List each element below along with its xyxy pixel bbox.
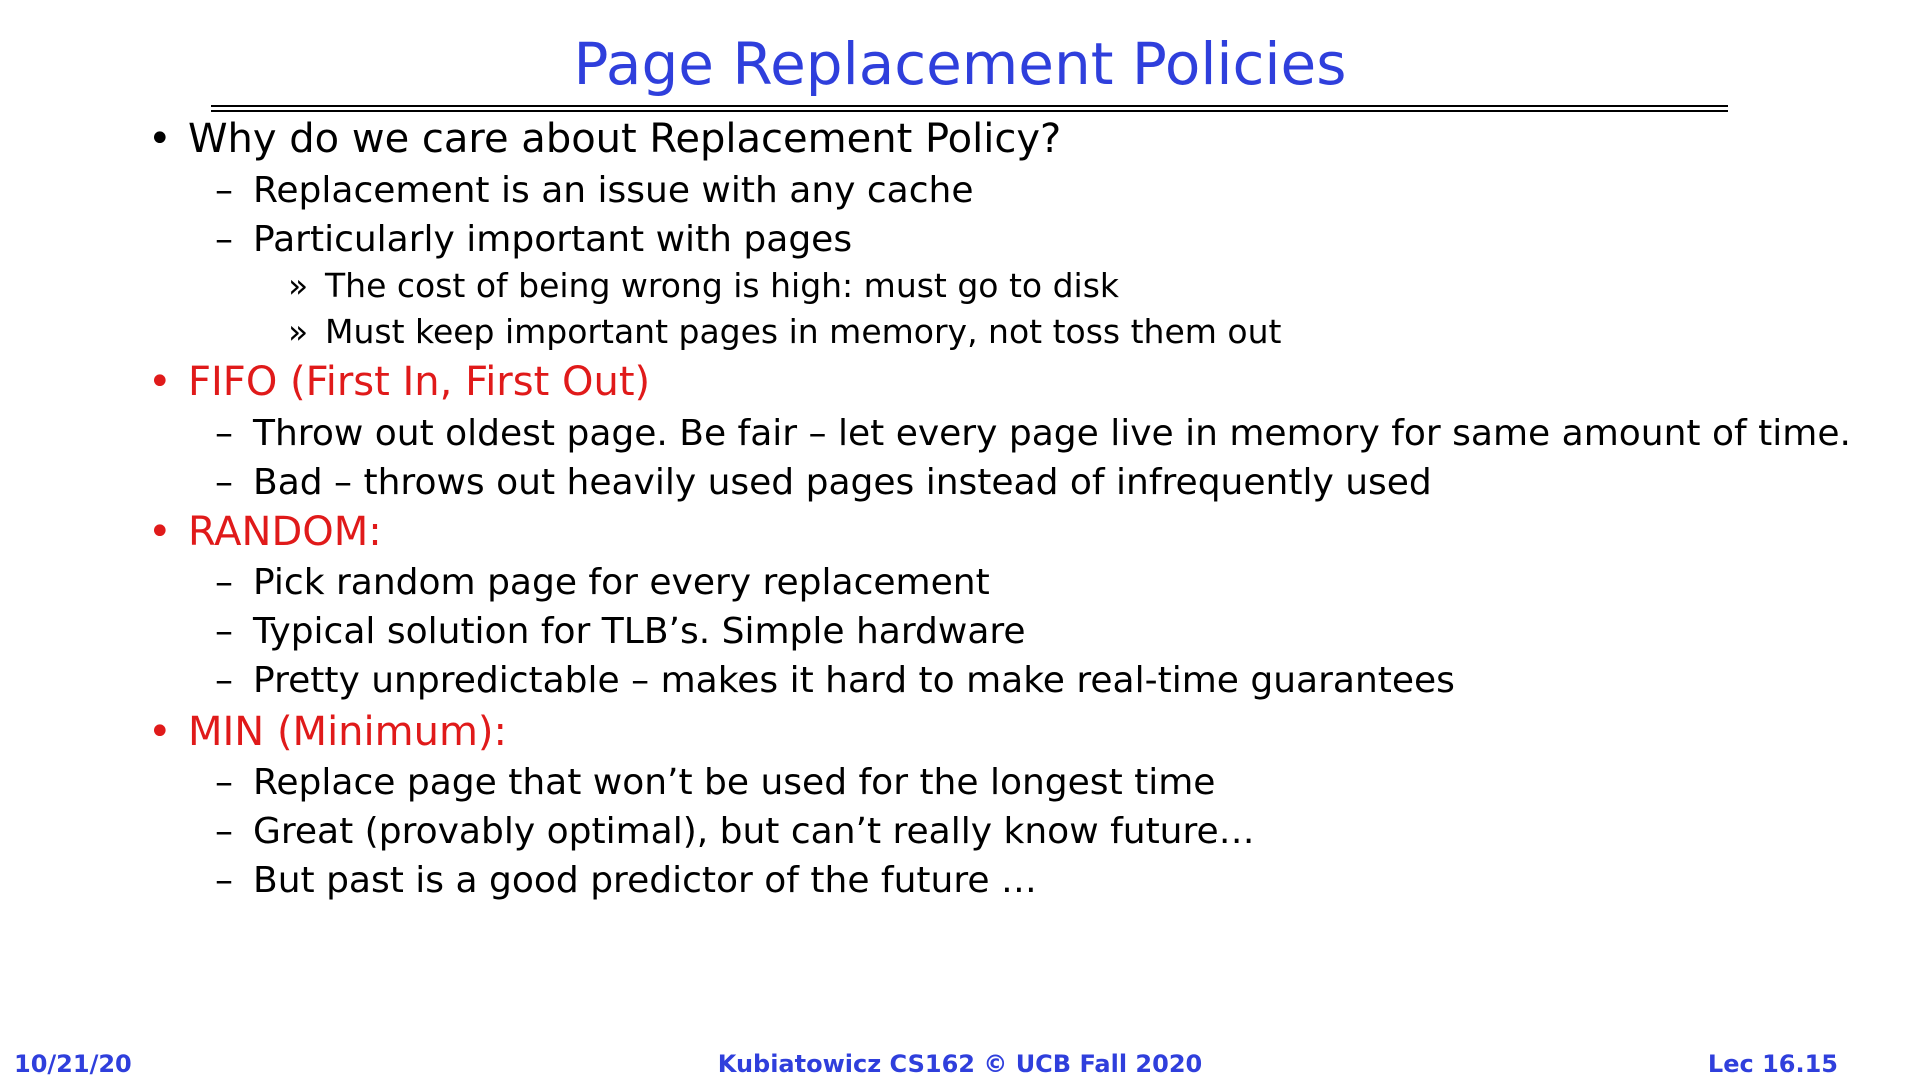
sub-sub-bullet-text: Must keep important pages in memory, not… — [325, 312, 1282, 351]
dash-marker: – — [215, 562, 233, 603]
sub-bullet-text: Pretty unpredictable – makes it hard to … — [253, 660, 1455, 701]
bullet-item-fifo: • FIFO (First In, First Out) — [148, 357, 650, 407]
bullet-item-min: • MIN (Minimum): — [148, 707, 507, 757]
sub-bullet-item: – Pretty unpredictable – makes it hard to… — [215, 658, 1455, 704]
sub-bullet-text: Typical solution for TLB’s. Simple hardw… — [253, 611, 1026, 652]
bullet-marker: • — [148, 359, 172, 405]
sub-sub-bullet-item: » Must keep important pages in memory, no… — [288, 310, 1281, 354]
dash-marker: – — [215, 462, 233, 503]
footer-date: 10/21/20 — [14, 1050, 132, 1078]
footer-lecture-number: Lec 16.15 — [1707, 1050, 1838, 1078]
sub-bullet-text: Replace page that won’t be used for the … — [253, 762, 1216, 803]
sub-bullet-item: – Pick random page for every replacement — [215, 560, 990, 606]
dash-marker: – — [215, 762, 233, 803]
bullet-text: RANDOM: — [188, 509, 382, 555]
sub-bullet-text: Great (provably optimal), but can’t real… — [253, 811, 1255, 852]
bullet-item-random: • RANDOM: — [148, 507, 382, 557]
bullet-text: FIFO (First In, First Out) — [188, 359, 651, 405]
sub-bullet-text: Throw out oldest page. Be fair – let eve… — [253, 413, 1851, 454]
dash-marker: – — [215, 413, 233, 454]
title-divider — [211, 105, 1728, 112]
sub-bullet-text: Pick random page for every replacement — [253, 562, 990, 603]
sub-bullet-text: Bad – throws out heavily used pages inst… — [253, 462, 1432, 503]
bullet-text: MIN (Minimum): — [188, 709, 508, 755]
dash-marker: – — [215, 811, 233, 852]
sub-bullet-text: Replacement is an issue with any cache — [253, 170, 974, 211]
bullet-marker: • — [148, 709, 172, 755]
bullet-item: • Why do we care about Replacement Policy… — [148, 114, 1061, 164]
sub-bullet-item: – Great (provably optimal), but can’t rea… — [215, 809, 1255, 855]
sub-sub-bullet-text: The cost of being wrong is high: must go… — [325, 266, 1120, 305]
footer-course: Kubiatowicz CS162 © UCB Fall 2020 — [717, 1050, 1203, 1078]
sub-bullet-text: But past is a good predictor of the futu… — [253, 860, 1037, 901]
bullet-marker: • — [148, 509, 172, 555]
chevron-marker: » — [288, 266, 309, 305]
dash-marker: – — [215, 170, 233, 211]
slide-title: Page Replacement Policies — [573, 30, 1347, 98]
dash-marker: – — [215, 219, 233, 260]
sub-bullet-item: – Replacement is an issue with any cache — [215, 168, 974, 214]
sub-bullet-item: – Throw out oldest page. Be fair – let ev… — [215, 411, 1851, 457]
sub-bullet-item: – Typical solution for TLB’s. Simple hard… — [215, 609, 1026, 655]
chevron-marker: » — [288, 312, 309, 351]
dash-marker: – — [215, 660, 233, 701]
sub-bullet-item: – Replace page that won’t be used for the… — [215, 760, 1215, 806]
sub-bullet-item: – Particularly important with pages — [215, 217, 852, 263]
bullet-marker: • — [148, 116, 172, 162]
sub-bullet-item: – But past is a good predictor of the fut… — [215, 858, 1037, 904]
sub-bullet-item: – Bad – throws out heavily used pages ins… — [215, 460, 1432, 506]
bullet-text: Why do we care about Replacement Policy? — [188, 116, 1062, 162]
sub-sub-bullet-item: » The cost of being wrong is high: must g… — [288, 264, 1119, 308]
sub-bullet-text: Particularly important with pages — [253, 219, 853, 260]
dash-marker: – — [215, 611, 233, 652]
dash-marker: – — [215, 860, 233, 901]
